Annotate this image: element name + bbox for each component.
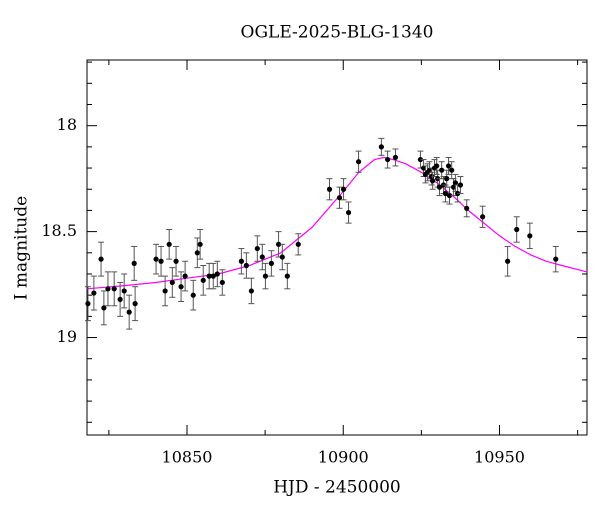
data-point	[457, 182, 464, 188]
data-point	[439, 167, 445, 173]
data-point	[444, 176, 450, 182]
data-point	[514, 226, 520, 233]
data-point	[117, 296, 123, 303]
data-point	[336, 195, 343, 201]
data-point	[126, 309, 132, 315]
data-point	[153, 256, 159, 262]
x-axis-label: HJD - 2450000	[273, 478, 401, 498]
data-point	[210, 273, 216, 279]
chart-title: OGLE-2025-BLG-1340	[241, 23, 434, 43]
data-point	[166, 241, 172, 247]
data-point	[480, 214, 486, 220]
data-point	[162, 288, 168, 294]
data-point	[442, 190, 449, 197]
data-point	[340, 186, 347, 192]
data-point	[131, 260, 137, 266]
data-point	[182, 273, 188, 279]
data-point	[98, 256, 104, 262]
data-point	[262, 273, 269, 279]
data-point	[111, 286, 117, 292]
data-point	[101, 305, 107, 311]
data-point	[105, 286, 111, 292]
y-tick-label: 18	[57, 115, 77, 134]
y-tick-label: 19	[57, 327, 77, 346]
data-point	[426, 167, 433, 173]
data-point	[238, 258, 244, 264]
data-point	[132, 301, 138, 307]
data-point	[169, 279, 175, 286]
data-point	[178, 284, 184, 290]
data-point	[200, 277, 206, 283]
data-point	[436, 184, 443, 190]
x-tick-label: 10850	[162, 448, 213, 467]
data-point	[378, 144, 384, 150]
model-curve	[86, 156, 588, 290]
y-axis-label: I magnitude	[12, 196, 32, 300]
data-point	[385, 156, 391, 163]
data-point	[279, 254, 285, 260]
data-point	[450, 184, 457, 190]
data-point	[505, 258, 511, 264]
data-point	[243, 262, 249, 269]
data-point	[392, 154, 399, 161]
data-point	[219, 279, 225, 286]
data-point	[445, 163, 452, 169]
data-point	[464, 205, 470, 211]
data-point	[254, 245, 260, 252]
data-point	[206, 273, 212, 279]
data-point	[446, 192, 453, 199]
y-tick-label: 18.5	[41, 221, 77, 240]
data-point	[553, 256, 559, 262]
data-point	[284, 273, 290, 279]
data-point	[194, 250, 200, 256]
data-point	[420, 165, 427, 171]
data-point	[214, 271, 220, 277]
data-point	[173, 258, 179, 264]
data-point	[259, 254, 265, 260]
data-point	[355, 159, 362, 165]
data-point	[275, 241, 282, 247]
data-point	[430, 178, 436, 184]
data-point	[434, 163, 440, 169]
data-point	[197, 241, 203, 247]
data-point	[326, 186, 333, 192]
data-point	[268, 260, 274, 266]
data-point	[121, 288, 127, 294]
data-point	[248, 288, 254, 294]
plot-frame	[86, 59, 588, 436]
data-point	[345, 209, 352, 216]
data-point	[295, 241, 301, 247]
data-point	[527, 233, 533, 239]
data-point	[91, 290, 97, 296]
x-tick-label: 10950	[474, 448, 525, 467]
data-point	[452, 180, 459, 186]
data-point	[190, 292, 196, 298]
data-point	[449, 167, 455, 173]
data-point	[85, 301, 91, 307]
data-point	[158, 258, 164, 264]
x-tick-label: 10900	[318, 448, 369, 467]
data-point	[417, 156, 424, 163]
